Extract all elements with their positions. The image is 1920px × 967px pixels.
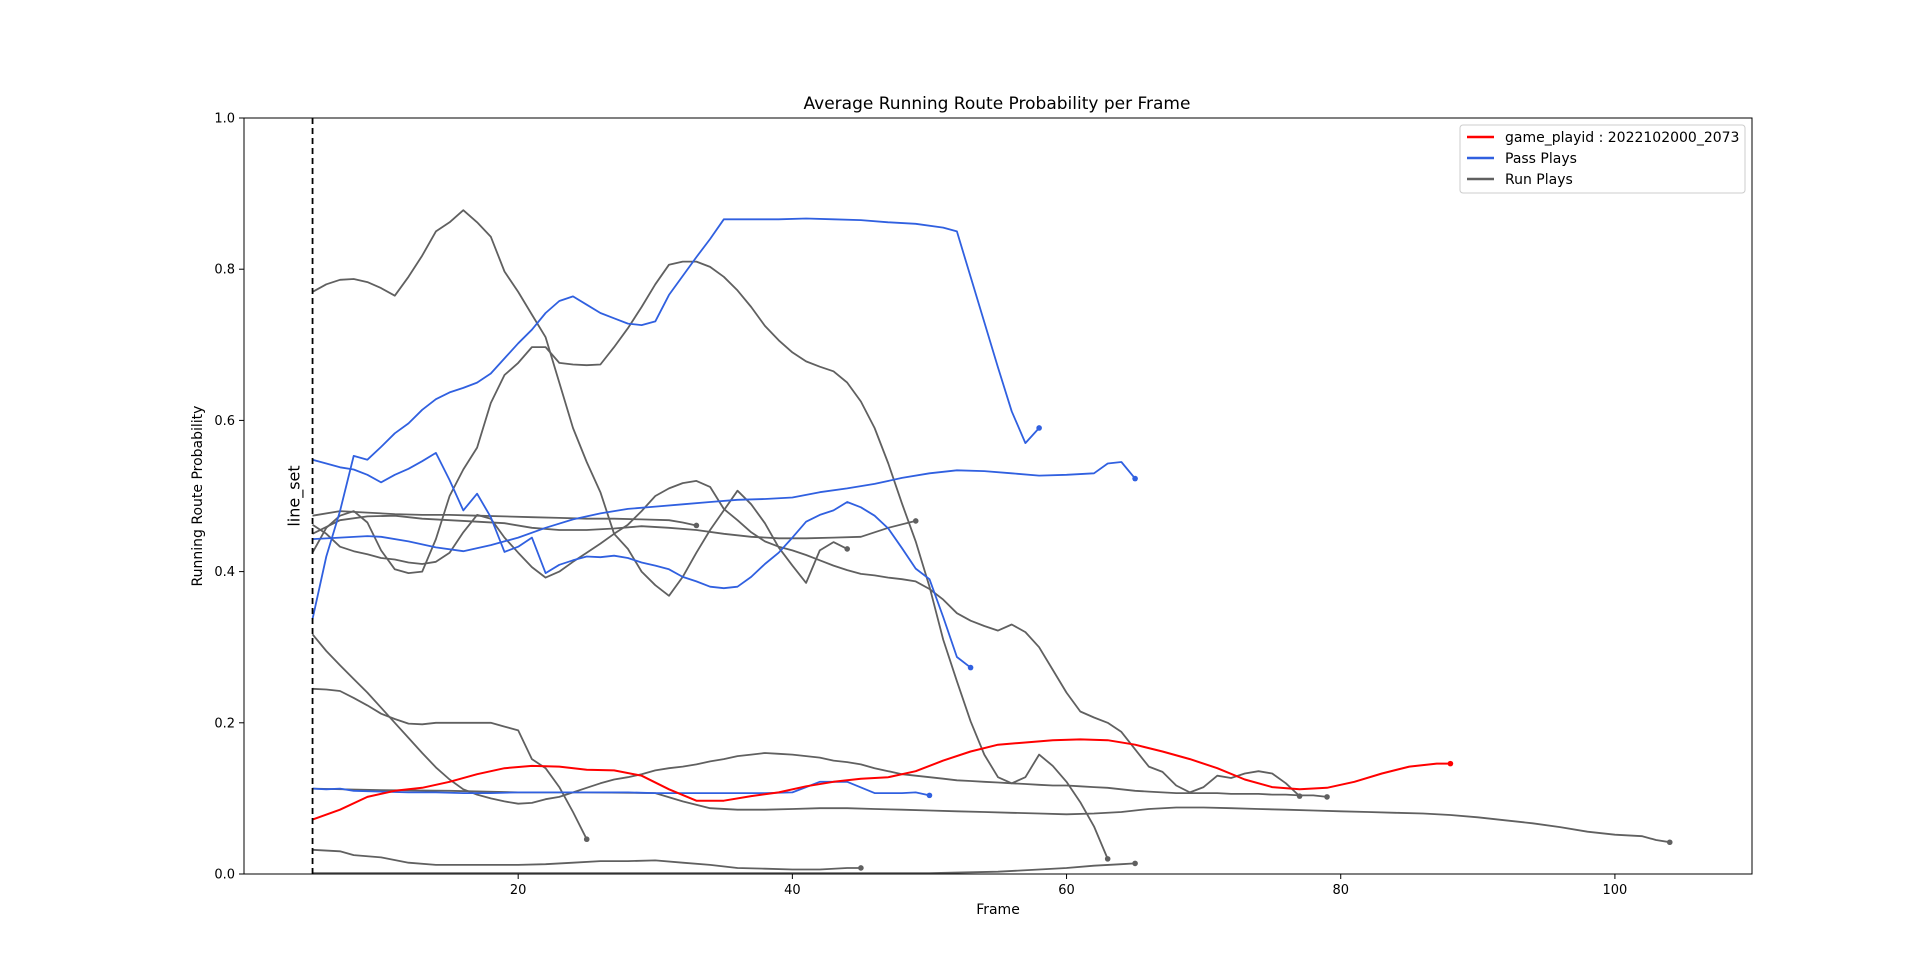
legend-label-highlight: game_playid : 2022102000_2073 [1505, 130, 1739, 146]
series-endpoint-pass-3 [967, 664, 974, 671]
series-endpoint-run-12 [1666, 839, 1673, 846]
y-tick-label: 1.0 [214, 112, 235, 127]
series-endpoint-run-9 [912, 518, 919, 524]
series-line-run-7 [312, 510, 697, 527]
y-tick-label: 0.0 [214, 868, 235, 883]
legend-box [1459, 124, 1746, 194]
series-line-run-8 [312, 480, 1301, 797]
x-tick-label: 20 [510, 883, 527, 898]
series-endpoint-pass-2 [1036, 425, 1042, 431]
y-tick-label: 0.6 [214, 414, 235, 429]
series-endpoint-run-13 [858, 865, 864, 871]
series-line-pass-3 [312, 452, 972, 669]
series-line-pass-2 [311, 217, 1040, 620]
series-endpoint-pass-4 [1132, 475, 1138, 482]
series-line-run-14 [312, 862, 1136, 875]
series-line-highlight-0 [312, 738, 1451, 821]
series-endpoint-run-5 [844, 546, 850, 552]
y-axis: 0.0 0.2 0.4 0.6 0.8 1.0 [214, 112, 244, 883]
series-line-run-9 [312, 514, 916, 540]
line-set-marker: line_set [285, 118, 314, 874]
legend-label-run: Run Plays [1505, 172, 1573, 188]
series-line-run-13 [312, 848, 861, 871]
series-endpoint-run-6 [1104, 856, 1111, 862]
legend-label-pass: Pass Plays [1505, 151, 1577, 167]
series-line-run-5 [312, 209, 848, 597]
x-axis-label: Frame [976, 902, 1020, 918]
chart-title: Average Running Route Probability per Fr… [804, 94, 1191, 114]
series-endpoint-run-7 [693, 522, 700, 529]
x-tick-label: 80 [1332, 883, 1349, 898]
series-endpoint-run-10 [1324, 794, 1330, 800]
series-endpoint-run-14 [1132, 860, 1138, 867]
series-line-run-10 [311, 633, 1328, 805]
y-tick-label: 0.4 [214, 565, 235, 580]
series-line-run-11 [312, 687, 588, 840]
series-line-pass-4 [312, 461, 1136, 553]
series-layer [311, 209, 1673, 875]
y-tick-label: 0.8 [214, 263, 235, 278]
x-tick-label: 40 [784, 883, 801, 898]
x-tick-label: 60 [1058, 883, 1075, 898]
series-line-run-12 [312, 787, 1670, 844]
series-endpoint-highlight-0 [1447, 760, 1454, 767]
x-axis: 20 40 60 80 100 [510, 874, 1627, 898]
series-endpoint-pass-1 [926, 792, 933, 799]
series-endpoint-run-11 [583, 836, 590, 843]
x-tick-label: 100 [1602, 883, 1627, 898]
legend: game_playid : 2022102000_2073 Pass Plays… [1459, 124, 1746, 194]
line-set-label: line_set [285, 465, 305, 526]
plot-area [243, 117, 1753, 875]
y-tick-label: 0.2 [214, 716, 235, 731]
series-line-run-6 [311, 260, 1109, 860]
y-axis-label: Running Route Probability [190, 406, 206, 587]
